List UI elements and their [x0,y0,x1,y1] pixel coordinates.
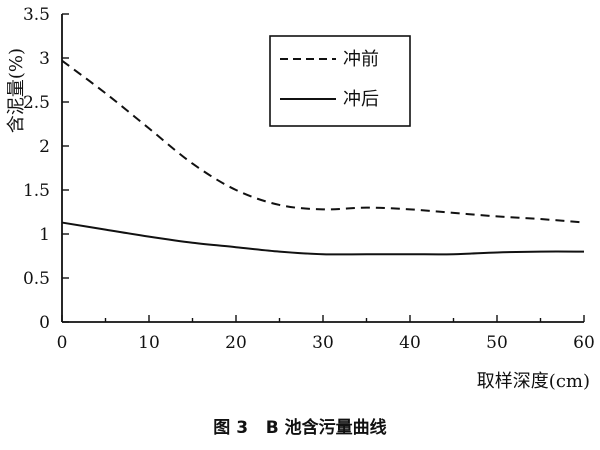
y-tick-label: 2.5 [23,93,50,113]
y-tick-label: 1 [39,225,50,245]
y-tick-label: 2 [39,137,50,157]
x-tick-label: 60 [573,333,595,353]
x-tick-label: 30 [312,333,334,353]
x-tick-label: 20 [225,333,247,353]
legend-box [269,35,411,127]
y-tick-label: 0.5 [23,269,50,289]
y-axis-title: 含泥量(%) [6,48,27,133]
y-tick-label: 3 [39,49,50,69]
x-tick-label: 10 [138,333,160,353]
x-tick-label: 0 [57,333,68,353]
legend: 冲前 冲后 [269,35,411,127]
series-line-before [61,59,585,224]
ticks: 0 0.5 1 1.5 2 2.5 3 3.5 0 10 20 30 40 50 60 [23,5,595,353]
legend-label-after: 冲后 [343,89,379,110]
y-tick-label: 0 [39,313,50,333]
y-tick-label: 3.5 [23,5,50,25]
series-line-after [61,221,585,256]
legend-label-before: 冲前 [343,49,379,70]
x-axis-title: 取样深度(cm) [477,371,590,392]
x-tick-label: 40 [399,333,421,353]
series-lines [61,59,585,256]
y-tick-label: 1.5 [23,181,50,201]
x-tick-label: 50 [486,333,508,353]
figure-caption: 图 3 B 池含污量曲线 [213,417,386,438]
